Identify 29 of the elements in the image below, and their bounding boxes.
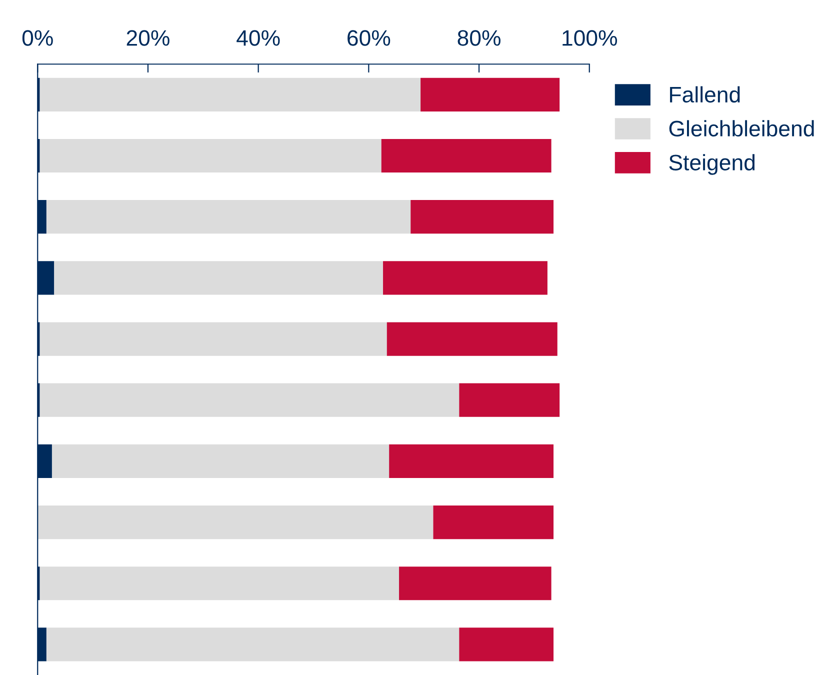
- x-tick-label: 80%: [458, 30, 500, 46]
- bar: [459, 628, 554, 662]
- bar: [46, 628, 460, 662]
- x-tick-label: 20%: [126, 30, 170, 46]
- x-tick-label: 0%: [22, 30, 53, 46]
- bar: [410, 200, 554, 234]
- bar: [389, 444, 554, 478]
- x-tick-label: 40%: [236, 30, 280, 46]
- bar: [52, 444, 390, 478]
- bar: [40, 138, 382, 173]
- bar: [383, 261, 548, 295]
- bar: [40, 383, 460, 417]
- bar: [386, 322, 558, 356]
- bar: [40, 78, 421, 112]
- bar: [433, 505, 554, 540]
- bar: [459, 383, 560, 417]
- legend-label: Fallend: [670, 86, 740, 103]
- legend-label: Steigend: [669, 154, 755, 175]
- bar: [46, 200, 411, 234]
- bar: [420, 78, 560, 112]
- bar: [40, 566, 400, 600]
- bar: [399, 566, 552, 600]
- x-tick-label: 60%: [348, 30, 390, 46]
- legend-label: Gleichbleibend: [669, 120, 814, 137]
- bar: [381, 138, 552, 173]
- bar: [54, 261, 384, 295]
- bar: [38, 505, 434, 540]
- x-tick-label: 100%: [562, 30, 618, 46]
- bar: [40, 322, 387, 356]
